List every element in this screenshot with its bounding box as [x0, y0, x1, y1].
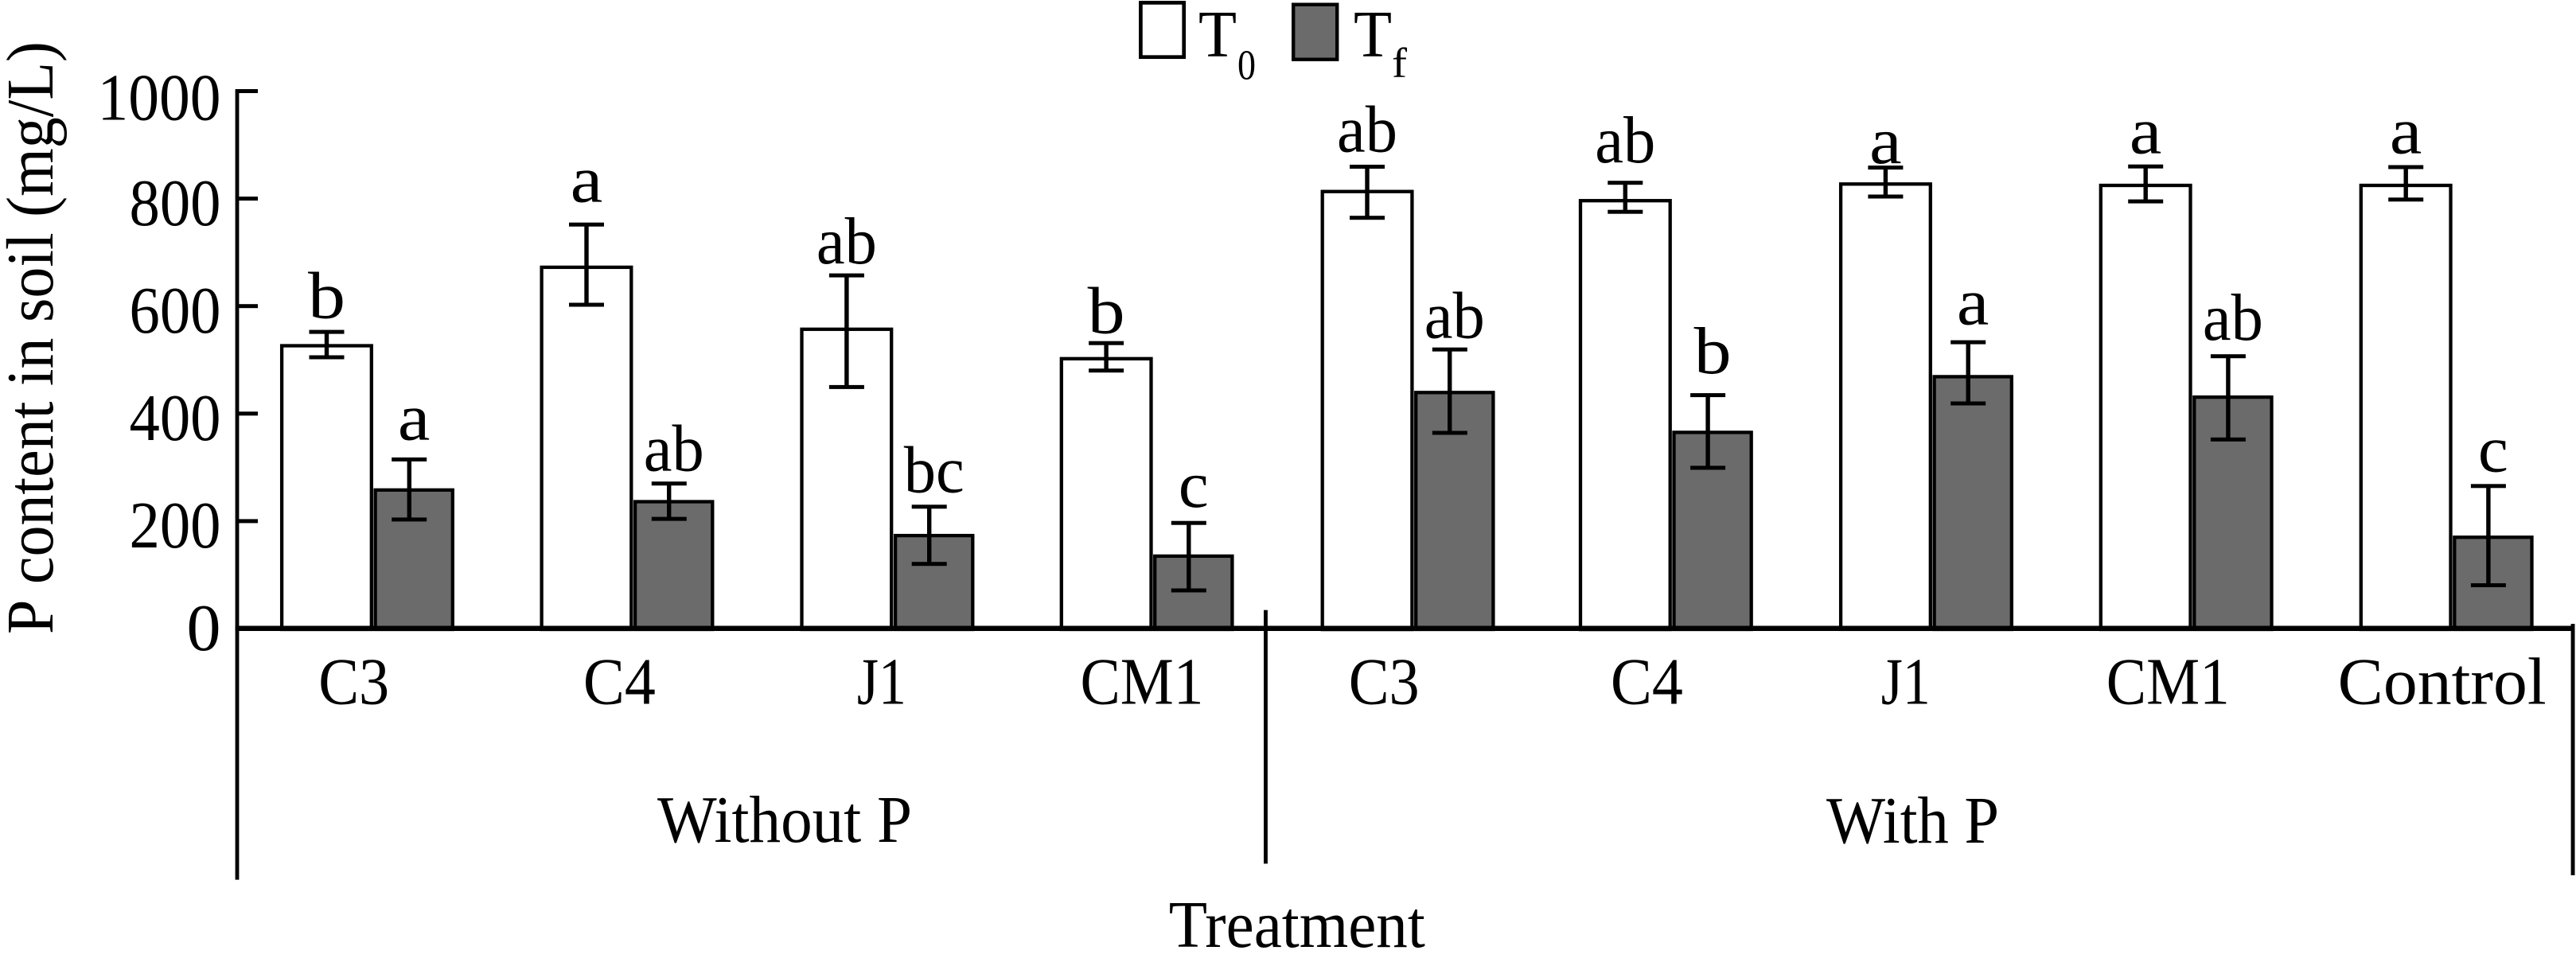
svg-text:Control: Control — [2338, 645, 2547, 719]
svg-text:ab: ab — [2203, 281, 2263, 355]
svg-text:J1: J1 — [857, 645, 906, 719]
svg-text:f: f — [1392, 41, 1407, 87]
svg-text:ab: ab — [816, 204, 877, 278]
svg-text:600: 600 — [130, 274, 221, 348]
svg-text:200: 200 — [130, 489, 221, 563]
svg-text:bc: bc — [904, 433, 965, 507]
svg-text:C4: C4 — [1611, 645, 1683, 719]
svg-text:CM1: CM1 — [1081, 645, 1204, 719]
svg-text:b: b — [308, 259, 345, 333]
svg-text:a: a — [398, 381, 431, 455]
svg-text:0: 0 — [187, 591, 221, 665]
svg-text:C3: C3 — [318, 645, 389, 719]
svg-text:c: c — [1179, 448, 1209, 522]
svg-text:P content in soil (mg/L): P content in soil (mg/L) — [0, 41, 68, 634]
svg-text:a: a — [571, 143, 603, 217]
svg-text:Treatment: Treatment — [1169, 888, 1425, 962]
svg-text:400: 400 — [130, 381, 221, 455]
svg-text:a: a — [2390, 94, 2422, 168]
svg-text:C3: C3 — [1349, 645, 1420, 719]
svg-text:a: a — [1869, 104, 1902, 178]
svg-text:T: T — [1198, 0, 1237, 72]
svg-text:ab: ab — [1337, 93, 1397, 167]
svg-text:1000: 1000 — [98, 61, 221, 135]
svg-text:a: a — [1957, 266, 1989, 340]
svg-text:Without P: Without P — [657, 783, 912, 857]
svg-text:T: T — [1354, 0, 1392, 72]
svg-text:b: b — [1088, 275, 1125, 349]
svg-text:C4: C4 — [583, 645, 656, 719]
svg-text:ab: ab — [644, 412, 704, 486]
svg-text:c: c — [2478, 412, 2508, 486]
svg-text:ab: ab — [1595, 103, 1655, 177]
svg-text:800: 800 — [130, 166, 221, 240]
svg-text:With P: With P — [1826, 784, 1999, 858]
svg-text:0: 0 — [1237, 43, 1256, 89]
svg-text:J1: J1 — [1881, 645, 1931, 719]
svg-text:b: b — [1694, 314, 1732, 388]
svg-text:ab: ab — [1424, 279, 1485, 353]
svg-text:CM1: CM1 — [2106, 645, 2230, 719]
svg-text:a: a — [2130, 94, 2162, 168]
